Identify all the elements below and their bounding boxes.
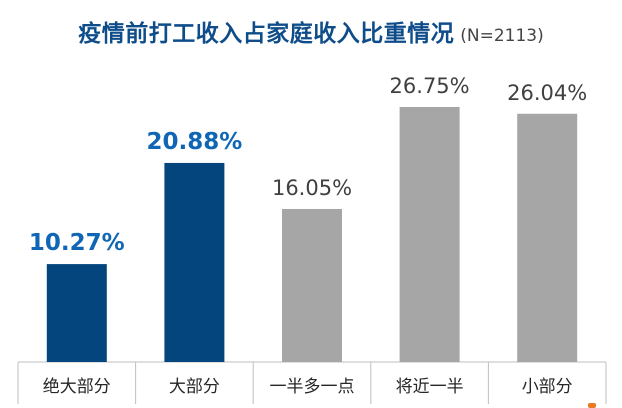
x-tick-label-1: 绝大部分 xyxy=(43,377,111,397)
data-label-1: 10.27% xyxy=(29,230,125,256)
bar-5 xyxy=(517,113,578,362)
data-label-2: 20.88% xyxy=(147,129,243,155)
x-tick-label-3: 一半多一点 xyxy=(270,377,355,397)
bar-4 xyxy=(399,106,460,362)
data-label-5: 26.04% xyxy=(507,81,587,105)
chart-title-row: 疫情前打工收入占家庭收入比重情况 (N=2113) xyxy=(0,14,622,48)
corner-mark xyxy=(588,403,596,408)
bar-3 xyxy=(282,208,342,362)
chart-subtitle: (N=2113) xyxy=(460,26,544,46)
chart-title: 疫情前打工收入占家庭收入比重情况 xyxy=(78,21,455,47)
x-tick-label-2: 大部分 xyxy=(169,377,220,397)
bar-1 xyxy=(46,264,107,362)
x-tick-label-5: 小部分 xyxy=(522,377,573,397)
x-tick-label-4: 将近一半 xyxy=(396,377,464,397)
bar-2 xyxy=(164,162,225,362)
data-label-4: 26.75% xyxy=(390,74,470,98)
data-label-3: 16.05% xyxy=(272,176,352,200)
